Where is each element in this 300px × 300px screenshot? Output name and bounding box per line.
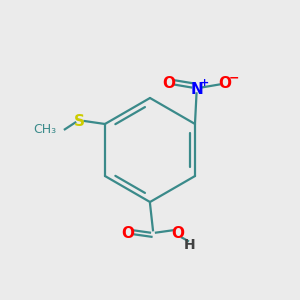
Text: N: N — [190, 82, 203, 97]
Text: S: S — [74, 113, 85, 128]
Text: O: O — [218, 76, 231, 92]
Text: +: + — [200, 78, 209, 88]
Text: CH₃: CH₃ — [33, 123, 56, 136]
Text: O: O — [162, 76, 175, 92]
Text: O: O — [121, 226, 134, 241]
Text: −: − — [229, 71, 239, 84]
Text: O: O — [172, 226, 185, 241]
Text: H: H — [184, 238, 195, 251]
